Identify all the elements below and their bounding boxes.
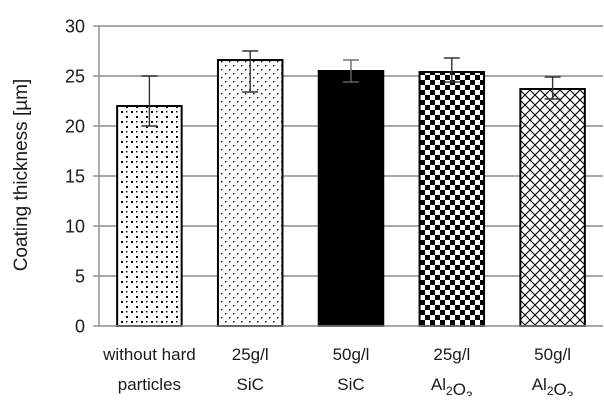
x-tick-label: Al2O3 — [431, 375, 473, 396]
x-tick-label: without hard — [102, 345, 196, 364]
x-tick-label: SiC — [236, 375, 263, 394]
axes: 0 5 10 15 20 25 30 without hard particles 25g/l Si… — [65, 17, 603, 401]
bar — [418, 71, 486, 327]
x-tick-label: Al2O3 — [532, 375, 574, 396]
y-tick-label: 10 — [65, 217, 85, 237]
bar — [216, 59, 284, 327]
x-tick-label: 25g/l — [232, 345, 269, 364]
bar — [116, 105, 183, 327]
x-tick-label: 50g/l — [534, 345, 571, 364]
y-tick-label: 15 — [65, 167, 85, 187]
y-tick-label: 5 — [75, 267, 85, 287]
error-bar — [544, 76, 561, 100]
y-tick-label: 0 — [75, 317, 85, 337]
error-bar — [443, 57, 460, 83]
bars — [116, 50, 586, 327]
bar — [317, 70, 385, 327]
bar — [519, 88, 586, 327]
y-tick-label: 20 — [65, 117, 85, 137]
x-tick-label: SiC — [337, 375, 364, 394]
error-bar — [242, 50, 259, 93]
y-tick-label: 30 — [65, 17, 85, 37]
y-axis-title: Coating thickness [µm] — [11, 79, 32, 272]
x-tick-label: particles — [118, 375, 181, 394]
error-bar — [343, 59, 359, 83]
error-bar — [141, 75, 158, 127]
x-tick-label: 50g/l — [333, 345, 370, 364]
y-tick-label: 25 — [65, 67, 85, 87]
x-tick-label: 25g/l — [433, 345, 470, 364]
